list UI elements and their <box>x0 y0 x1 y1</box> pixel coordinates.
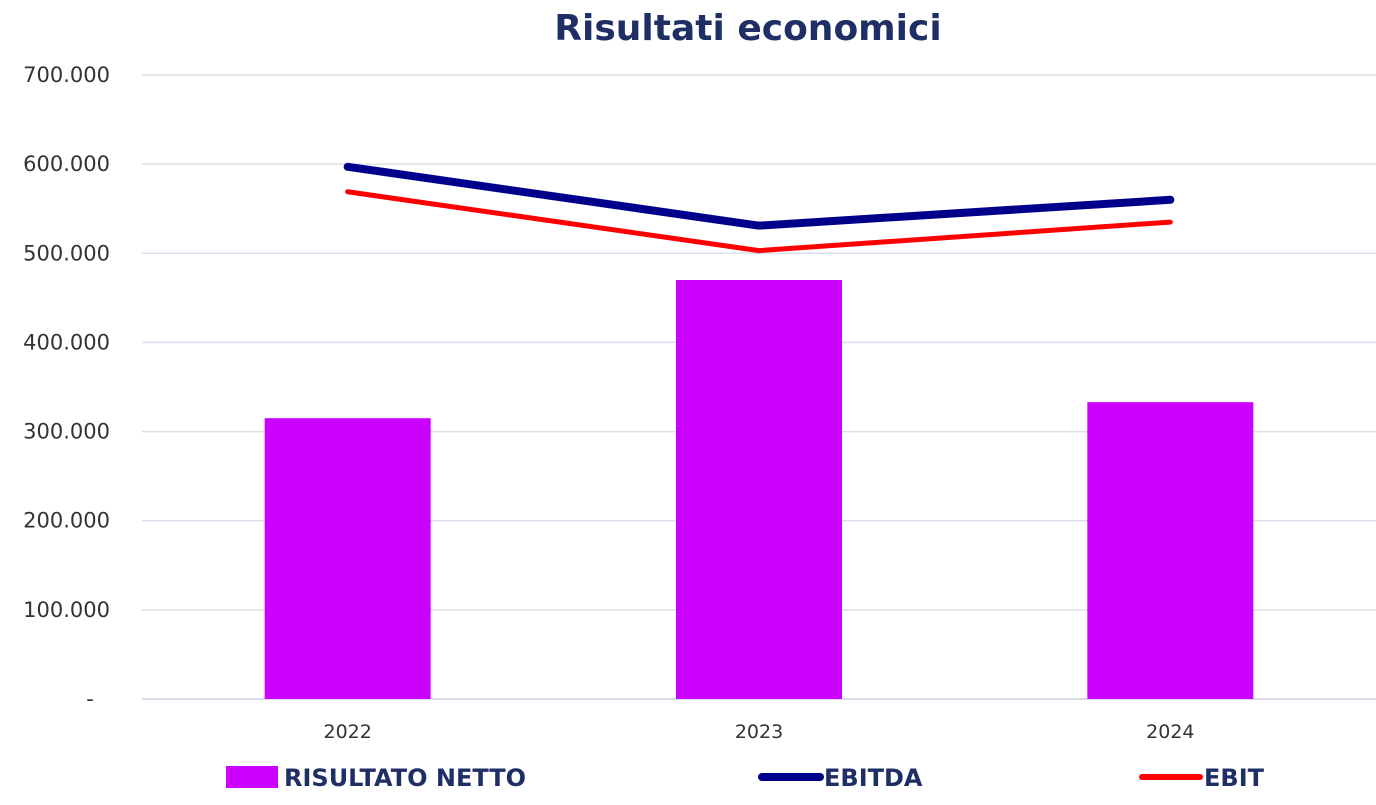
bar-2023 <box>676 280 842 699</box>
y-tick-label: 400.000 <box>23 330 110 354</box>
legend-label: EBIT <box>1204 764 1265 792</box>
bar-2022 <box>264 418 431 699</box>
y-tick-label: 500.000 <box>23 241 110 265</box>
y-axis-ticks: - 100.000 200.000 300.000 400.000 500.000 600.… <box>23 63 110 711</box>
x-tick-label: 2024 <box>1146 721 1194 743</box>
y-tick-label: 100.000 <box>23 598 110 622</box>
line-ebitda <box>343 162 1175 230</box>
legend-label: RISULTATO NETTO <box>284 764 526 792</box>
legend-label: EBITDA <box>824 764 923 792</box>
bar-series <box>264 280 1254 699</box>
legend-swatch-bar <box>226 766 278 788</box>
chart-title: Risultati economici <box>554 8 941 49</box>
x-axis-ticks: 2022 2023 2024 <box>323 721 1194 743</box>
y-tick-label: 200.000 <box>23 509 110 533</box>
y-tick-label: 600.000 <box>23 152 110 176</box>
legend: RISULTATO NETTO EBITDA EBIT <box>226 764 1265 792</box>
line-series <box>343 162 1175 254</box>
bar-2024 <box>1087 402 1254 699</box>
x-tick-label: 2022 <box>323 721 371 743</box>
y-tick-label: 300.000 <box>23 420 110 444</box>
y-tick-label: - <box>86 687 94 711</box>
x-tick-label: 2023 <box>735 721 783 743</box>
y-tick-label: 700.000 <box>23 63 110 87</box>
line-ebit <box>345 189 1173 254</box>
